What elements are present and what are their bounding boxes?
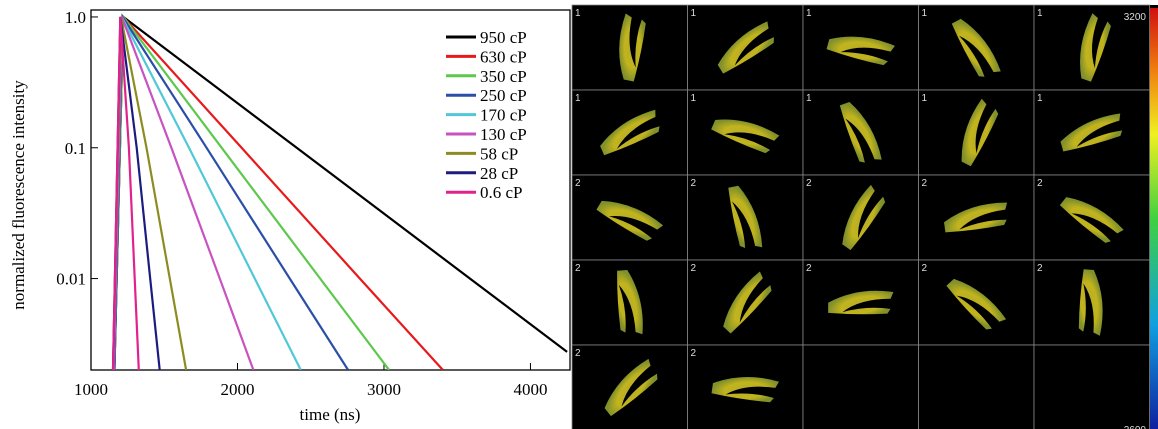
cell-label: 2 xyxy=(806,263,812,274)
cell-label: 2 xyxy=(922,263,928,274)
y-tick-label: 0.1 xyxy=(65,139,86,158)
cell-label: 1 xyxy=(575,93,581,104)
cell-specimen xyxy=(946,278,1007,330)
legend-label: 28 cP xyxy=(480,164,518,183)
cell-specimen xyxy=(596,200,664,241)
colorbar xyxy=(1150,8,1158,429)
cell-specimen xyxy=(717,21,774,74)
y-axis-label: normalized fluorescence intensity xyxy=(9,80,28,310)
cell-label: 2 xyxy=(806,178,812,189)
cell-specimen xyxy=(944,202,1008,233)
image-cell xyxy=(1033,344,1150,429)
legend-label: 350 cP xyxy=(480,67,527,86)
cell-specimen xyxy=(600,109,660,156)
x-axis-label: time (ns) xyxy=(300,405,361,424)
plot-frame xyxy=(90,9,571,371)
cell-label: 1 xyxy=(575,8,581,19)
x-tick-label: 3000 xyxy=(367,380,401,399)
image-cell xyxy=(802,259,919,346)
legend-label: 170 cP xyxy=(480,106,527,125)
cell-specimen xyxy=(1078,269,1103,336)
image-cell xyxy=(687,344,804,429)
legend-label: 0.6 cP xyxy=(480,183,523,202)
y-tick-label: 1.0 xyxy=(65,8,86,27)
cell-label: 1 xyxy=(806,8,812,19)
cell-label: 1 xyxy=(922,93,928,104)
cell-label: 2 xyxy=(575,348,581,359)
cell-specimen xyxy=(728,185,763,248)
cell-label: 2 xyxy=(922,178,928,189)
cell-label: 1 xyxy=(922,8,928,19)
legend-label: 250 cP xyxy=(480,86,527,105)
series-group xyxy=(111,13,568,370)
cell-specimen xyxy=(839,101,882,163)
cell-specimen xyxy=(604,358,658,417)
cell-specimen xyxy=(961,98,999,167)
image-cell xyxy=(918,344,1035,429)
image-cell xyxy=(802,344,919,429)
cell-specimen xyxy=(828,290,894,315)
legend-label: 630 cP xyxy=(480,47,527,66)
cell-label: 2 xyxy=(691,178,697,189)
cell-label: 1 xyxy=(806,93,812,104)
cell-specimen xyxy=(617,270,643,335)
legend-label: 58 cP xyxy=(480,144,518,163)
cell-specimen xyxy=(826,36,895,66)
cell-label: 2 xyxy=(575,263,581,274)
cell-specimen xyxy=(711,376,779,403)
cell-label: 1 xyxy=(691,8,697,19)
cell-label: 1 xyxy=(1037,8,1043,19)
cell-label: 2 xyxy=(691,263,697,274)
cell-specimen xyxy=(723,271,772,334)
series-line xyxy=(112,16,255,370)
series-line xyxy=(111,16,140,370)
y-tick-label: 0.01 xyxy=(56,270,86,289)
cell-specimen xyxy=(1059,197,1124,243)
image-cell xyxy=(802,174,919,261)
cell-label: 2 xyxy=(1037,263,1043,274)
cell-label: 1 xyxy=(691,93,697,104)
cell-specimen xyxy=(711,119,780,154)
legend-label: 130 cP xyxy=(480,125,527,144)
cell-label: 2 xyxy=(1037,178,1043,189)
cell-specimen xyxy=(619,13,646,82)
legend-label: 950 cP xyxy=(480,28,527,47)
cell-specimen xyxy=(1060,113,1123,152)
x-tick-label: 1000 xyxy=(74,380,108,399)
cell-label: 1 xyxy=(1037,93,1043,104)
cell-specimen xyxy=(1080,13,1111,82)
cell-specimen xyxy=(842,184,886,251)
cell-label: 2 xyxy=(575,178,581,189)
x-tick-label: 4000 xyxy=(513,380,547,399)
cell-specimen xyxy=(951,18,1001,77)
colorbar-label: 2600 xyxy=(1124,425,1147,429)
x-tick-label: 2000 xyxy=(220,380,254,399)
colorbar-label: 3200 xyxy=(1124,12,1147,23)
cell-label: 2 xyxy=(691,348,697,359)
